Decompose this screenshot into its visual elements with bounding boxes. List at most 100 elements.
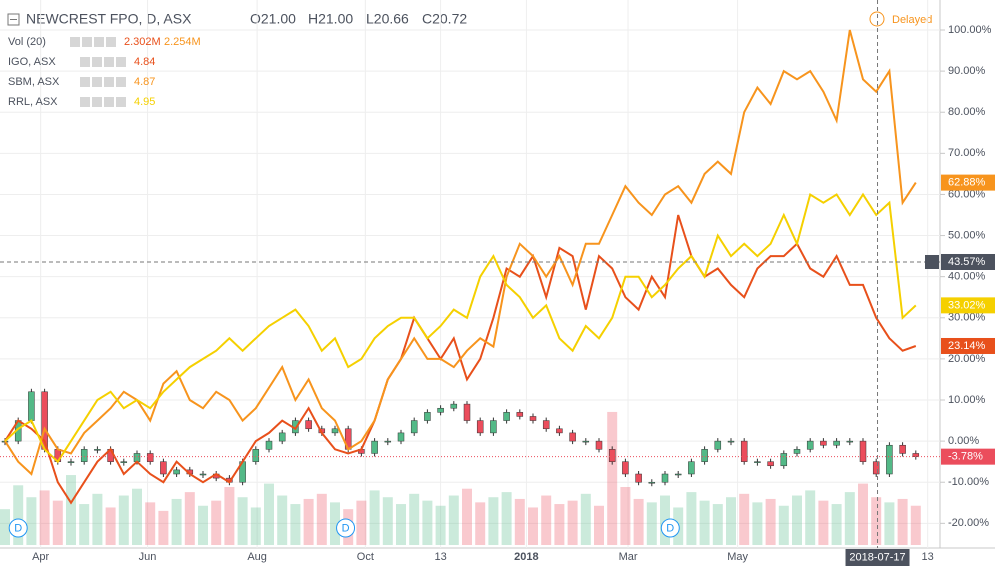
- legend-button[interactable]: [92, 57, 102, 67]
- candle-body: [305, 420, 312, 430]
- ohlc-close: C20.72: [422, 11, 467, 27]
- volume-bar: [435, 505, 446, 545]
- candle-body: [727, 440, 735, 443]
- crosshair-badge: [941, 253, 995, 270]
- volume-bar: [237, 497, 248, 545]
- volume-bar: [594, 505, 604, 545]
- legend-button[interactable]: [92, 77, 102, 87]
- collapse-button[interactable]: [7, 13, 20, 26]
- legend-button[interactable]: [116, 57, 126, 67]
- volume-bar: [303, 498, 314, 545]
- candle-body: [450, 403, 458, 409]
- crosshair-plus[interactable]: [925, 254, 939, 269]
- candle-body: [635, 473, 642, 483]
- legend-button[interactable]: [82, 37, 92, 47]
- candle-body: [648, 481, 656, 484]
- legend-button[interactable]: [92, 97, 102, 107]
- candle-body: [608, 449, 616, 462]
- price-badge: [941, 297, 995, 314]
- legend-name[interactable]: IGO, ASX: [8, 56, 56, 68]
- y-tick-label: 70.00%: [948, 147, 986, 159]
- volume-bar: [92, 493, 103, 545]
- legend-button[interactable]: [104, 57, 114, 67]
- legend-button[interactable]: [94, 37, 104, 47]
- y-tick-label: 40.00%: [948, 271, 986, 283]
- ohlc-open: O21.00: [250, 11, 296, 27]
- candle-body: [780, 453, 788, 467]
- candle-body: [846, 440, 854, 443]
- y-tick-label: 100.00%: [948, 24, 992, 36]
- volume-bar: [488, 497, 499, 545]
- candle-body: [701, 449, 708, 462]
- candle-body: [595, 440, 603, 450]
- x-tick-label: May: [727, 551, 748, 563]
- volume-bar: [871, 497, 882, 545]
- symbol-title[interactable]: NEWCREST FPO, D, ASX: [26, 11, 192, 27]
- volume-bar: [356, 500, 367, 545]
- price-badge: [941, 174, 995, 191]
- volume-bar: [686, 492, 697, 545]
- legend-button[interactable]: [80, 97, 90, 107]
- volume-bar: [422, 500, 433, 545]
- volume-bar: [132, 488, 142, 545]
- legend-button[interactable]: [80, 57, 90, 67]
- legend-button[interactable]: [104, 77, 114, 87]
- candle-body: [160, 461, 167, 475]
- volume-bar: [475, 502, 486, 545]
- volume-bar: [699, 500, 710, 545]
- x-tick-label: Oct: [357, 551, 374, 563]
- volume-bar: [184, 492, 195, 545]
- volume-bar: [831, 504, 842, 545]
- volume-bar: [330, 502, 340, 545]
- volume-bar: [712, 504, 723, 545]
- candle-body: [252, 449, 260, 462]
- candle-body: [569, 432, 576, 442]
- volume-bar: [462, 488, 472, 545]
- legend-button[interactable]: [116, 77, 126, 87]
- y-tick-label: 50.00%: [948, 229, 986, 241]
- volume-legend-name[interactable]: Vol (20): [8, 36, 46, 48]
- candle-body: [516, 412, 524, 417]
- volume-bar: [726, 497, 736, 545]
- dividend-marker[interactable]: [660, 518, 680, 538]
- y-tick-label: -10.00%: [948, 476, 989, 488]
- candle-body: [424, 412, 431, 421]
- x-tick-label: Jun: [139, 551, 157, 563]
- price-badge-label: 33.02%: [948, 299, 986, 311]
- legend-button[interactable]: [80, 77, 90, 87]
- y-tick-label: 90.00%: [948, 65, 986, 77]
- dividend-label: D: [666, 522, 674, 534]
- legend-button[interactable]: [70, 37, 80, 47]
- delayed-status: Delayed: [892, 14, 932, 26]
- legend-button[interactable]: [104, 97, 114, 107]
- volume-bar: [409, 493, 420, 545]
- candle-body: [899, 444, 906, 454]
- volume-bar: [541, 495, 552, 545]
- x-tick-label: Apr: [32, 551, 49, 563]
- legend-price: 4.84: [134, 56, 155, 68]
- legend-name[interactable]: SBM, ASX: [8, 76, 60, 88]
- candle-body: [410, 420, 418, 434]
- volume-bar: [277, 495, 288, 545]
- volume-bar: [752, 502, 763, 545]
- legend-button[interactable]: [106, 37, 116, 47]
- y-tick-label: -20.00%: [948, 517, 989, 529]
- candle-body: [384, 440, 392, 443]
- candle-body: [503, 412, 510, 421]
- volume-bar: [765, 498, 776, 545]
- volume-bar: [105, 507, 116, 545]
- legend-button[interactable]: [116, 97, 126, 107]
- legend-price: 4.95: [134, 96, 155, 108]
- candle-body: [463, 403, 471, 421]
- candle-body: [265, 440, 273, 450]
- legend-name[interactable]: RRL, ASX: [8, 96, 58, 108]
- dividend-marker[interactable]: [336, 518, 356, 538]
- candle-body: [886, 444, 893, 475]
- price-badge-label: 23.14%: [948, 340, 986, 352]
- volume-bar: [250, 507, 261, 545]
- volume-bar: [792, 495, 802, 545]
- candle-body: [806, 440, 814, 450]
- dividend-marker[interactable]: [8, 518, 28, 538]
- candle-body: [529, 416, 537, 421]
